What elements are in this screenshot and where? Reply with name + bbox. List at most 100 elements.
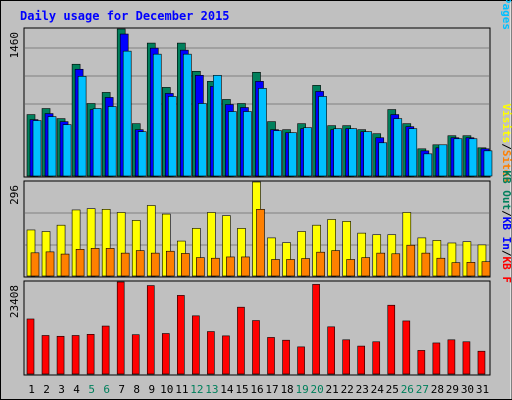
kbytes-bar-kb-f-day-29 bbox=[447, 339, 456, 375]
kbytes-bar-kb-f-day-17 bbox=[267, 337, 275, 375]
sites-bar-sites-day-20 bbox=[316, 251, 325, 277]
kbytes-legend-kb-out: KB Out bbox=[500, 170, 512, 210]
sites-bar-sites-day-6 bbox=[105, 248, 115, 277]
sites-bar-sites-day-7 bbox=[120, 252, 130, 277]
sites-bar-sites-day-1 bbox=[30, 252, 40, 277]
kbytes-bar-kb-f-day-10 bbox=[161, 333, 170, 375]
kbytes-bar-kb-f-day-15 bbox=[237, 306, 245, 375]
requests-bar-pages-day-17 bbox=[273, 130, 282, 177]
day-label-7: 7 bbox=[118, 383, 125, 396]
requests-bar-pages-day-8 bbox=[137, 131, 147, 177]
sites-bar-sites-day-4 bbox=[75, 249, 85, 277]
requests-bar-pages-day-15 bbox=[243, 111, 252, 177]
day-label-16: 16 bbox=[250, 383, 263, 396]
requests-bar-pages-day-22 bbox=[348, 128, 357, 177]
kbytes-bar-kb-f-day-27 bbox=[417, 350, 426, 375]
requests-bar-pages-day-1 bbox=[32, 120, 42, 177]
sites-bar-sites-day-9 bbox=[150, 252, 160, 277]
kbytes-bar-kb-f-day-20 bbox=[312, 284, 320, 375]
kbytes-bar-kb-f-day-23 bbox=[357, 345, 366, 375]
requests-bar-pages-day-19 bbox=[303, 127, 312, 177]
chart-panels: 1460Hits/Files/Pages296Visits/Sites23408… bbox=[8, 0, 512, 396]
kbytes-bar-kb-f-day-22 bbox=[342, 339, 350, 375]
sites-bar-sites-day-2 bbox=[45, 251, 55, 277]
kbytes-bar-kb-f-day-14 bbox=[222, 335, 230, 375]
kbytes-legend-separator: / bbox=[500, 250, 512, 257]
day-label-21: 21 bbox=[326, 383, 339, 396]
sites-bar-sites-day-14 bbox=[226, 256, 235, 277]
sites-bar-sites-day-8 bbox=[135, 250, 145, 277]
requests-bar-pages-day-12 bbox=[198, 103, 207, 177]
kbytes-bar-kb-f-day-12 bbox=[192, 315, 200, 375]
sites-ymax-label: 296 bbox=[8, 185, 21, 205]
kbytes-legend-kb-f: KB F bbox=[500, 257, 512, 284]
sites-bar-sites-day-15 bbox=[241, 256, 250, 277]
kbytes-bar-kb-f-day-18 bbox=[282, 339, 290, 375]
day-label-24: 24 bbox=[371, 383, 385, 396]
requests-panel: 1460 Hits/Files/Pages bbox=[8, 0, 512, 178]
requests-bar-pages-day-3 bbox=[62, 124, 72, 177]
day-label-2: 2 bbox=[43, 383, 50, 396]
day-label-26: 26 bbox=[401, 383, 414, 396]
sites-bar-sites-day-22 bbox=[346, 259, 355, 277]
sites-bar-sites-day-13 bbox=[211, 257, 220, 277]
day-label-8: 8 bbox=[133, 383, 140, 396]
kbytes-bar-kb-f-day-8 bbox=[131, 334, 140, 375]
day-label-31: 31 bbox=[476, 383, 489, 396]
sites-bar-sites-day-26 bbox=[406, 244, 416, 277]
day-label-23: 23 bbox=[356, 383, 369, 396]
requests-bar-pages-day-14 bbox=[228, 111, 237, 177]
kbytes-bar-kb-f-day-11 bbox=[177, 295, 185, 375]
day-label-11: 11 bbox=[175, 383, 188, 396]
kbytes-bar-kb-f-day-3 bbox=[56, 335, 65, 375]
requests-bar-pages-day-29 bbox=[453, 138, 463, 177]
sites-legend-sites: Sites bbox=[500, 150, 512, 183]
requests-bar-pages-day-6 bbox=[107, 106, 117, 177]
requests-bar-pages-day-23 bbox=[363, 131, 373, 177]
sites-legend-visits: Visits bbox=[500, 104, 512, 144]
day-label-13: 13 bbox=[205, 383, 218, 396]
chart-title: Daily usage for December 2015 bbox=[20, 9, 230, 23]
kbytes-bar-kb-f-day-30 bbox=[462, 341, 471, 375]
kbytes-bar-kb-f-day-13 bbox=[207, 331, 215, 375]
kbytes-bar-kb-f-day-1 bbox=[26, 318, 35, 375]
sites-bar-sites-day-29 bbox=[451, 262, 461, 277]
requests-bar-pages-day-26 bbox=[408, 128, 418, 177]
kbytes-bar-kb-f-day-2 bbox=[41, 335, 50, 375]
sites-bar-sites-day-23 bbox=[361, 257, 371, 277]
day-label-14: 14 bbox=[220, 383, 234, 396]
day-label-1: 1 bbox=[28, 383, 35, 396]
sites-bar-sites-day-5 bbox=[90, 248, 100, 277]
kbytes-bar-kb-f-day-9 bbox=[146, 285, 155, 375]
day-label-17: 17 bbox=[265, 383, 278, 396]
kbytes-bar-kb-f-day-16 bbox=[252, 320, 260, 375]
requests-bar-pages-day-28 bbox=[438, 144, 448, 177]
kbytes-bar-kb-f-day-28 bbox=[432, 342, 441, 375]
kbytes-legend-kb-in: KB In bbox=[500, 217, 512, 250]
sites-panel: 296 Visits / Sites bbox=[8, 104, 512, 278]
sites-bar-sites-day-24 bbox=[376, 252, 386, 277]
sites-bar-sites-day-30 bbox=[466, 262, 476, 277]
day-label-28: 28 bbox=[431, 383, 444, 396]
requests-bar-pages-day-4 bbox=[77, 76, 87, 177]
day-label-12: 12 bbox=[190, 383, 203, 396]
kbytes-bar-kb-f-day-7 bbox=[116, 281, 125, 375]
sites-bar-sites-day-27 bbox=[421, 252, 431, 277]
requests-bar-pages-day-7 bbox=[122, 50, 132, 177]
day-label-6: 6 bbox=[103, 383, 110, 396]
requests-bar-pages-day-9 bbox=[152, 53, 162, 177]
kbytes-ymax-label: 23408 bbox=[8, 285, 21, 318]
day-label-30: 30 bbox=[461, 383, 474, 396]
day-label-5: 5 bbox=[88, 383, 95, 396]
kbytes-bar-kb-f-day-5 bbox=[86, 334, 95, 375]
requests-bar-pages-day-2 bbox=[47, 116, 57, 177]
kbytes-bar-kb-f-day-21 bbox=[327, 326, 335, 375]
day-label-9: 9 bbox=[148, 383, 155, 396]
requests-bar-pages-day-13 bbox=[213, 75, 222, 177]
kbytes-bar-kb-f-day-31 bbox=[477, 350, 486, 375]
requests-bar-pages-day-27 bbox=[423, 153, 433, 177]
requests-legend: Hits/Files/Pages bbox=[500, 0, 512, 30]
sites-bar-sites-day-25 bbox=[391, 253, 401, 277]
requests-legend-pages: Pages bbox=[500, 0, 512, 30]
